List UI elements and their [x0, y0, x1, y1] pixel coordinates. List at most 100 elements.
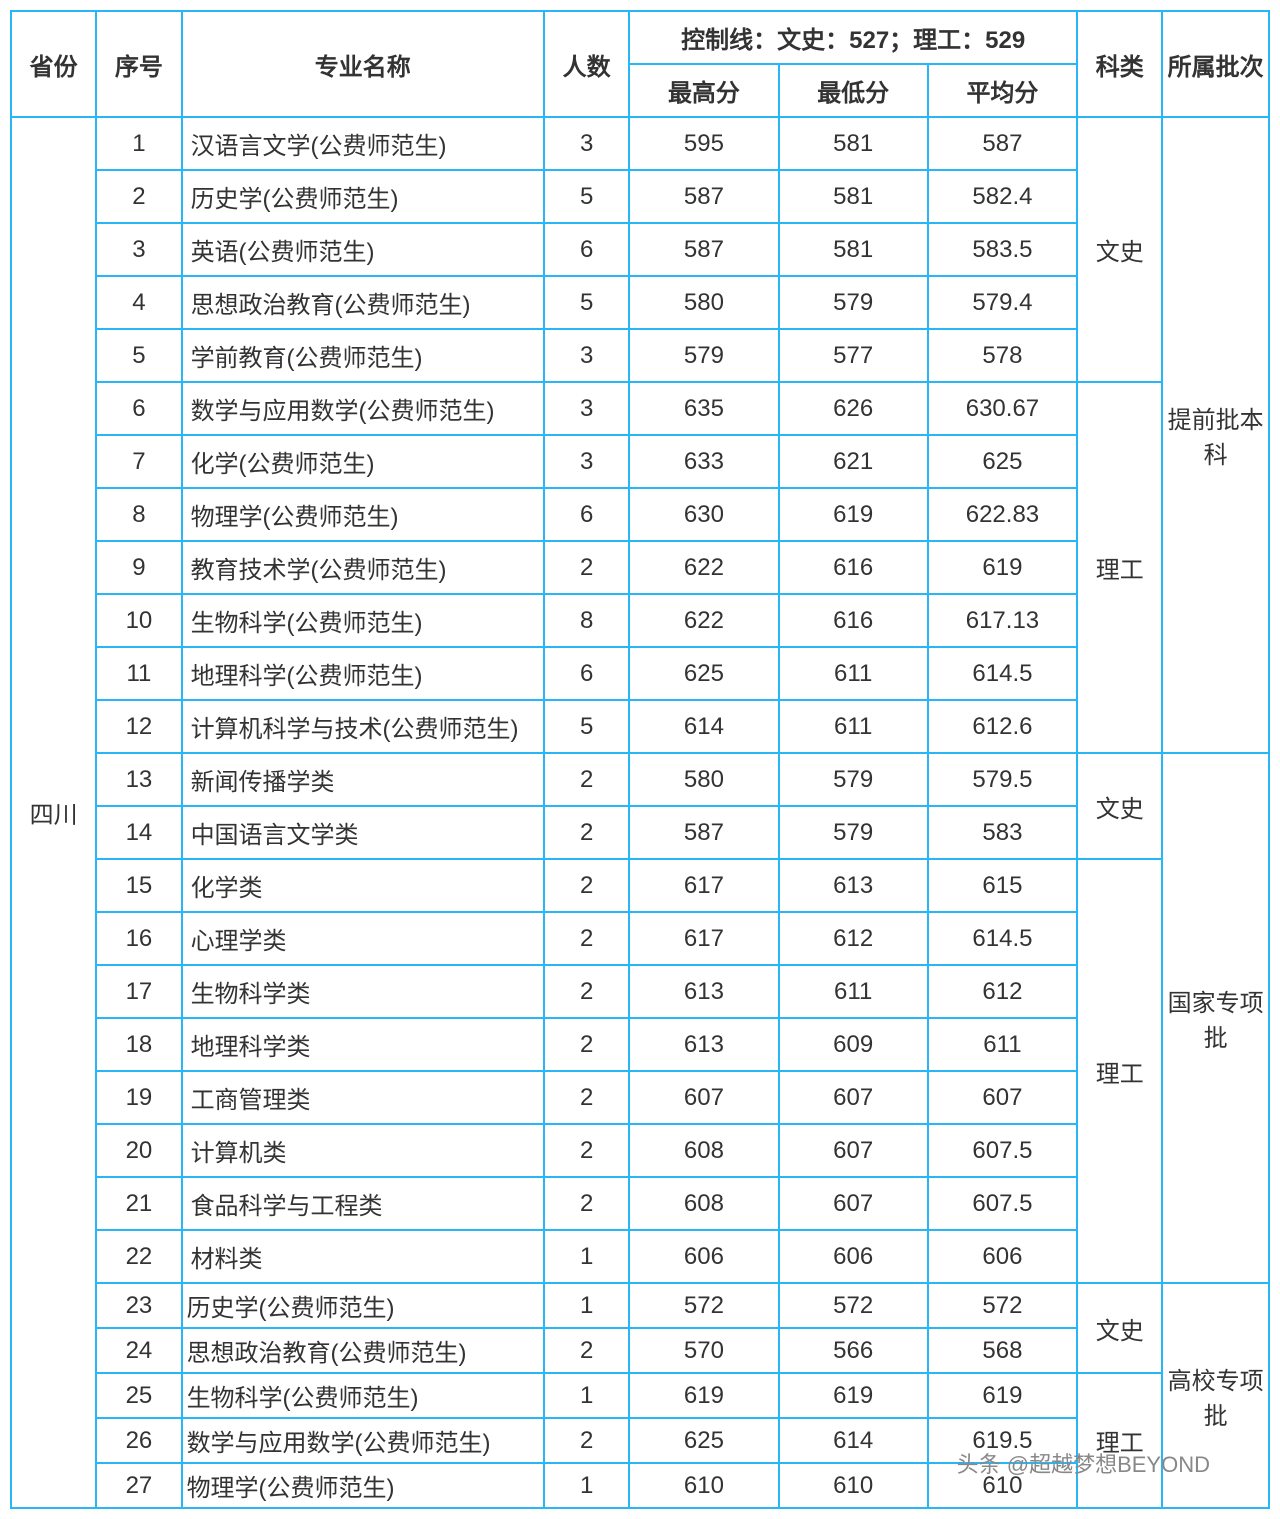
table-row: 23历史学(公费师范生)1572572572文史高校专项批 [11, 1283, 1269, 1328]
subject-cell: 理工 [1077, 859, 1162, 1283]
count-cell: 2 [544, 965, 629, 1018]
min-score-cell: 577 [779, 329, 928, 382]
min-score-cell: 619 [779, 488, 928, 541]
max-score-cell: 617 [629, 912, 778, 965]
major-cell: 历史学(公费师范生) [182, 170, 544, 223]
major-cell: 食品科学与工程类 [182, 1177, 544, 1230]
count-cell: 8 [544, 594, 629, 647]
province-cell: 四川 [11, 117, 96, 1508]
batch-cell: 国家专项批 [1162, 753, 1269, 1283]
max-score-cell: 587 [629, 223, 778, 276]
major-cell: 中国语言文学类 [182, 806, 544, 859]
max-score-cell: 606 [629, 1230, 778, 1283]
max-score-cell: 595 [629, 117, 778, 170]
major-cell: 地理科学类 [182, 1018, 544, 1071]
index-cell: 10 [96, 594, 181, 647]
avg-score-cell: 612.6 [928, 700, 1077, 753]
major-cell: 汉语言文学(公费师范生) [182, 117, 544, 170]
batch-cell: 高校专项批 [1162, 1283, 1269, 1508]
count-cell: 2 [544, 806, 629, 859]
max-score-cell: 633 [629, 435, 778, 488]
max-score-cell: 610 [629, 1463, 778, 1508]
major-cell: 物理学(公费师范生) [182, 1463, 544, 1508]
max-score-cell: 608 [629, 1177, 778, 1230]
max-score-cell: 625 [629, 1418, 778, 1463]
min-score-cell: 566 [779, 1328, 928, 1373]
max-score-cell: 614 [629, 700, 778, 753]
count-cell: 1 [544, 1463, 629, 1508]
header-subject: 科类 [1077, 11, 1162, 117]
admission-scores-table: 省份 序号 专业名称 人数 控制线：文史：527；理工：529 科类 所属批次 … [10, 10, 1270, 1509]
table-row: 四川1汉语言文学(公费师范生)3595581587文史提前批本科 [11, 117, 1269, 170]
header-count: 人数 [544, 11, 629, 117]
max-score-cell: 607 [629, 1071, 778, 1124]
major-cell: 教育技术学(公费师范生) [182, 541, 544, 594]
avg-score-cell: 619 [928, 541, 1077, 594]
count-cell: 2 [544, 912, 629, 965]
min-score-cell: 606 [779, 1230, 928, 1283]
subject-cell: 理工 [1077, 1373, 1162, 1508]
index-cell: 15 [96, 859, 181, 912]
index-cell: 11 [96, 647, 181, 700]
avg-score-cell: 612 [928, 965, 1077, 1018]
major-cell: 数学与应用数学(公费师范生) [182, 382, 544, 435]
major-cell: 化学类 [182, 859, 544, 912]
min-score-cell: 609 [779, 1018, 928, 1071]
major-cell: 物理学(公费师范生) [182, 488, 544, 541]
major-cell: 化学(公费师范生) [182, 435, 544, 488]
major-cell: 生物科学(公费师范生) [182, 594, 544, 647]
count-cell: 1 [544, 1373, 629, 1418]
count-cell: 1 [544, 1283, 629, 1328]
subject-cell: 文史 [1077, 1283, 1162, 1373]
avg-score-cell: 610 [928, 1463, 1077, 1508]
min-score-cell: 610 [779, 1463, 928, 1508]
min-score-cell: 616 [779, 541, 928, 594]
count-cell: 3 [544, 382, 629, 435]
avg-score-cell: 578 [928, 329, 1077, 382]
index-cell: 24 [96, 1328, 181, 1373]
avg-score-cell: 617.13 [928, 594, 1077, 647]
min-score-cell: 581 [779, 223, 928, 276]
count-cell: 6 [544, 223, 629, 276]
max-score-cell: 630 [629, 488, 778, 541]
count-cell: 5 [544, 700, 629, 753]
index-cell: 27 [96, 1463, 181, 1508]
count-cell: 2 [544, 1071, 629, 1124]
max-score-cell: 587 [629, 170, 778, 223]
avg-score-cell: 583.5 [928, 223, 1077, 276]
count-cell: 6 [544, 488, 629, 541]
avg-score-cell: 625 [928, 435, 1077, 488]
max-score-cell: 613 [629, 1018, 778, 1071]
major-cell: 工商管理类 [182, 1071, 544, 1124]
count-cell: 2 [544, 1177, 629, 1230]
count-cell: 2 [544, 1018, 629, 1071]
major-cell: 思想政治教育(公费师范生) [182, 1328, 544, 1373]
avg-score-cell: 579.5 [928, 753, 1077, 806]
index-cell: 9 [96, 541, 181, 594]
max-score-cell: 580 [629, 276, 778, 329]
avg-score-cell: 614.5 [928, 912, 1077, 965]
header-batch: 所属批次 [1162, 11, 1269, 117]
max-score-cell: 579 [629, 329, 778, 382]
major-cell: 计算机类 [182, 1124, 544, 1177]
min-score-cell: 579 [779, 806, 928, 859]
index-cell: 19 [96, 1071, 181, 1124]
index-cell: 5 [96, 329, 181, 382]
min-score-cell: 607 [779, 1177, 928, 1230]
major-cell: 历史学(公费师范生) [182, 1283, 544, 1328]
header-province: 省份 [11, 11, 96, 117]
min-score-cell: 611 [779, 700, 928, 753]
subject-cell: 文史 [1077, 753, 1162, 859]
min-score-cell: 611 [779, 647, 928, 700]
count-cell: 2 [544, 1418, 629, 1463]
table-body: 四川1汉语言文学(公费师范生)3595581587文史提前批本科 2 历史学(公费师… [11, 117, 1269, 1508]
count-cell: 6 [544, 647, 629, 700]
min-score-cell: 626 [779, 382, 928, 435]
min-score-cell: 572 [779, 1283, 928, 1328]
count-cell: 3 [544, 329, 629, 382]
major-cell: 生物科学类 [182, 965, 544, 1018]
avg-score-cell: 572 [928, 1283, 1077, 1328]
index-cell: 3 [96, 223, 181, 276]
header-max-score: 最高分 [629, 64, 778, 117]
min-score-cell: 581 [779, 117, 928, 170]
